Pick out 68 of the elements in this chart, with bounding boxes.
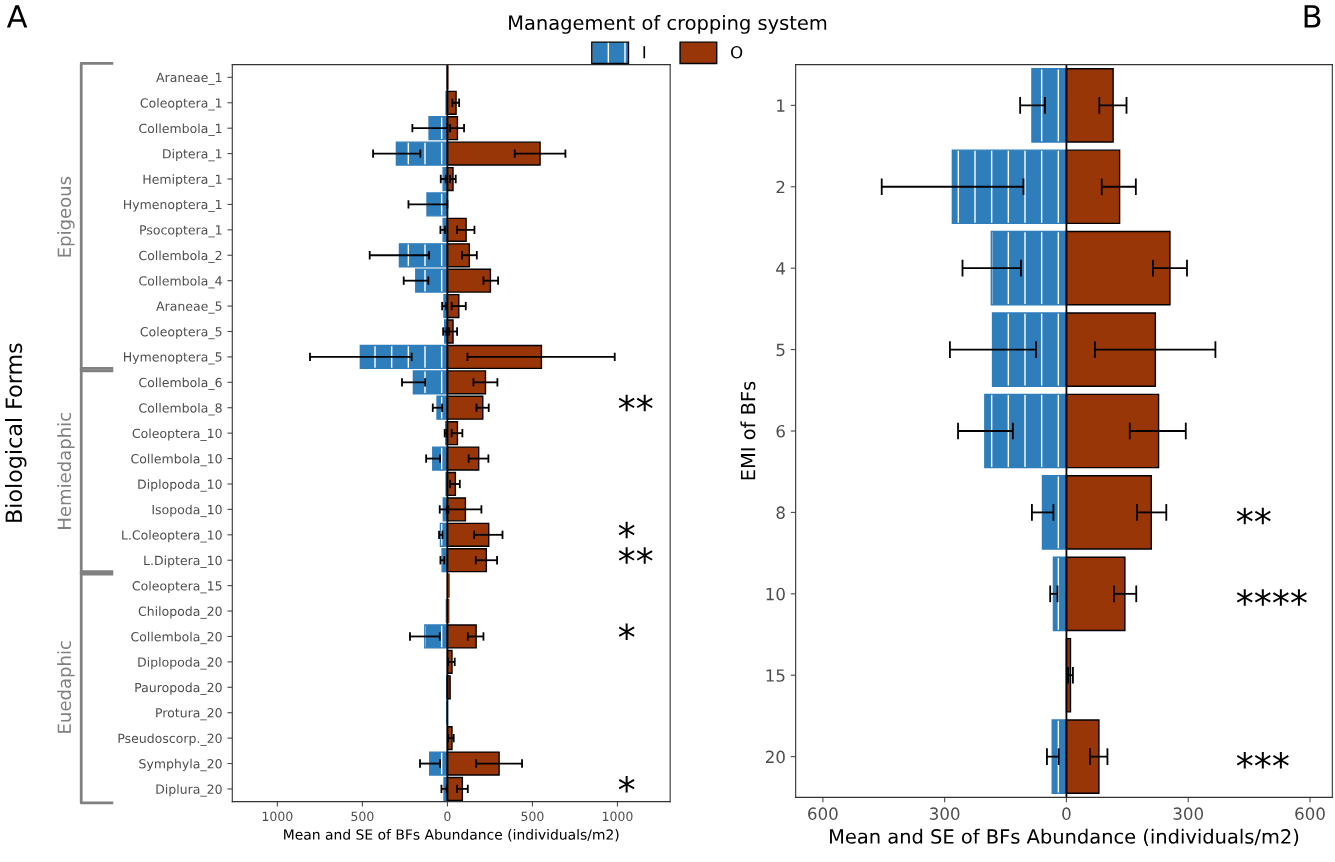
text: Hemiedaphic bbox=[57, 413, 75, 529]
y-tick-label: 2 bbox=[776, 180, 785, 194]
y-tick-label: Diplura_20 bbox=[156, 784, 222, 797]
y-tick-label: 1 bbox=[777, 99, 785, 112]
y-tick-label: Pseudoscorp._20 bbox=[118, 733, 222, 746]
y-tick-label: Collembola_6 bbox=[139, 377, 222, 391]
annotation: ** bbox=[1236, 507, 1271, 525]
y-axis-title: EMI of BFs bbox=[740, 381, 756, 480]
legend-title: Management of cropping system bbox=[509, 15, 827, 34]
y-tick-label: 6 bbox=[776, 424, 785, 438]
x-axis-title: Mean and SE of BFs Abundance (individuals/m2) bbox=[830, 828, 1299, 847]
x-axis-title: Mean and SE of BFs Abundance (individuals/m2) bbox=[284, 829, 619, 842]
y-tick-label: Psocoptera_1 bbox=[140, 225, 222, 238]
legend-label: I bbox=[643, 46, 646, 59]
x-tick-label: 500 bbox=[521, 811, 544, 822]
y-tick-label: Coleoptera_15 bbox=[132, 580, 222, 594]
y-tick-label: Hymenoptera_1 bbox=[124, 199, 222, 212]
y-tick-label: 5 bbox=[776, 343, 785, 357]
y-tick-label: Symphyla_20 bbox=[139, 758, 222, 772]
y-tick-label: Collembola_10 bbox=[131, 453, 222, 467]
x-tick-label: 300 bbox=[930, 807, 960, 820]
annotation: * bbox=[618, 775, 635, 793]
text: Epigeous bbox=[57, 176, 75, 257]
x-tick-label: 1000 bbox=[602, 811, 633, 822]
y-tick-label: Collembola_2 bbox=[139, 250, 222, 263]
x-tick-label: 600 bbox=[808, 807, 838, 820]
y-tick-label: L.Coleoptera_10 bbox=[122, 530, 222, 543]
chart-title: B bbox=[1304, 5, 1321, 28]
annotation: ** bbox=[618, 394, 653, 412]
y-tick-label: Diptera_1 bbox=[163, 148, 222, 162]
y-tick-label: Diplopoda_20 bbox=[138, 657, 222, 670]
y-tick-label: 4 bbox=[776, 262, 785, 275]
text: Euedaphic bbox=[57, 641, 75, 733]
y-tick-label: Coleoptera_5 bbox=[140, 326, 222, 340]
legend-label: O bbox=[731, 45, 743, 59]
y-tick-label: Collembola_20 bbox=[131, 631, 222, 645]
y-tick-label: Pauropoda_20 bbox=[135, 682, 222, 695]
x-tick-label: 0 bbox=[444, 811, 451, 822]
y-tick-label: Collembola_1 bbox=[139, 123, 222, 136]
annotation: ** bbox=[618, 547, 653, 564]
y-tick-label: Coleoptera_1 bbox=[140, 98, 222, 111]
y-tick-label: Araneae_1 bbox=[156, 72, 222, 85]
annotation: **** bbox=[1236, 589, 1307, 606]
annotation: *** bbox=[1236, 752, 1289, 769]
y-tick-label: 15 bbox=[766, 669, 785, 682]
annotation: * bbox=[618, 623, 635, 640]
x-tick-label: 0 bbox=[1062, 807, 1071, 820]
y-tick-label: Collembola_8 bbox=[139, 402, 222, 416]
y-tick-label: Collembola_4 bbox=[139, 275, 222, 289]
y-tick-label: 10 bbox=[766, 587, 785, 601]
chart-title: A bbox=[6, 5, 28, 28]
y-tick-label: Isopoda_10 bbox=[152, 504, 222, 518]
y-tick-label: Coleoptera_10 bbox=[132, 428, 222, 441]
y-tick-label: 8 bbox=[776, 506, 785, 519]
y-tick-label: Protura_20 bbox=[156, 708, 222, 721]
y-tick-label: 20 bbox=[765, 750, 785, 764]
y-tick-label: L.Diptera_10 bbox=[144, 555, 222, 568]
y-tick-label: Diplopoda_10 bbox=[138, 479, 222, 492]
y-tick-label: Araneae_5 bbox=[156, 301, 222, 314]
x-tick-label: 600 bbox=[1295, 807, 1325, 820]
annotation: * bbox=[618, 521, 635, 539]
x-tick-label: 1000 bbox=[262, 811, 293, 822]
y-axis-title: Biological Forms bbox=[4, 343, 27, 522]
x-tick-label: 300 bbox=[1173, 807, 1204, 820]
y-tick-label: Hymenoptera_5 bbox=[124, 352, 222, 365]
y-tick-label: Hemiptera_1 bbox=[143, 174, 222, 187]
y-tick-label: Chilopoda_20 bbox=[138, 606, 222, 619]
x-tick-label: 500 bbox=[351, 811, 374, 822]
